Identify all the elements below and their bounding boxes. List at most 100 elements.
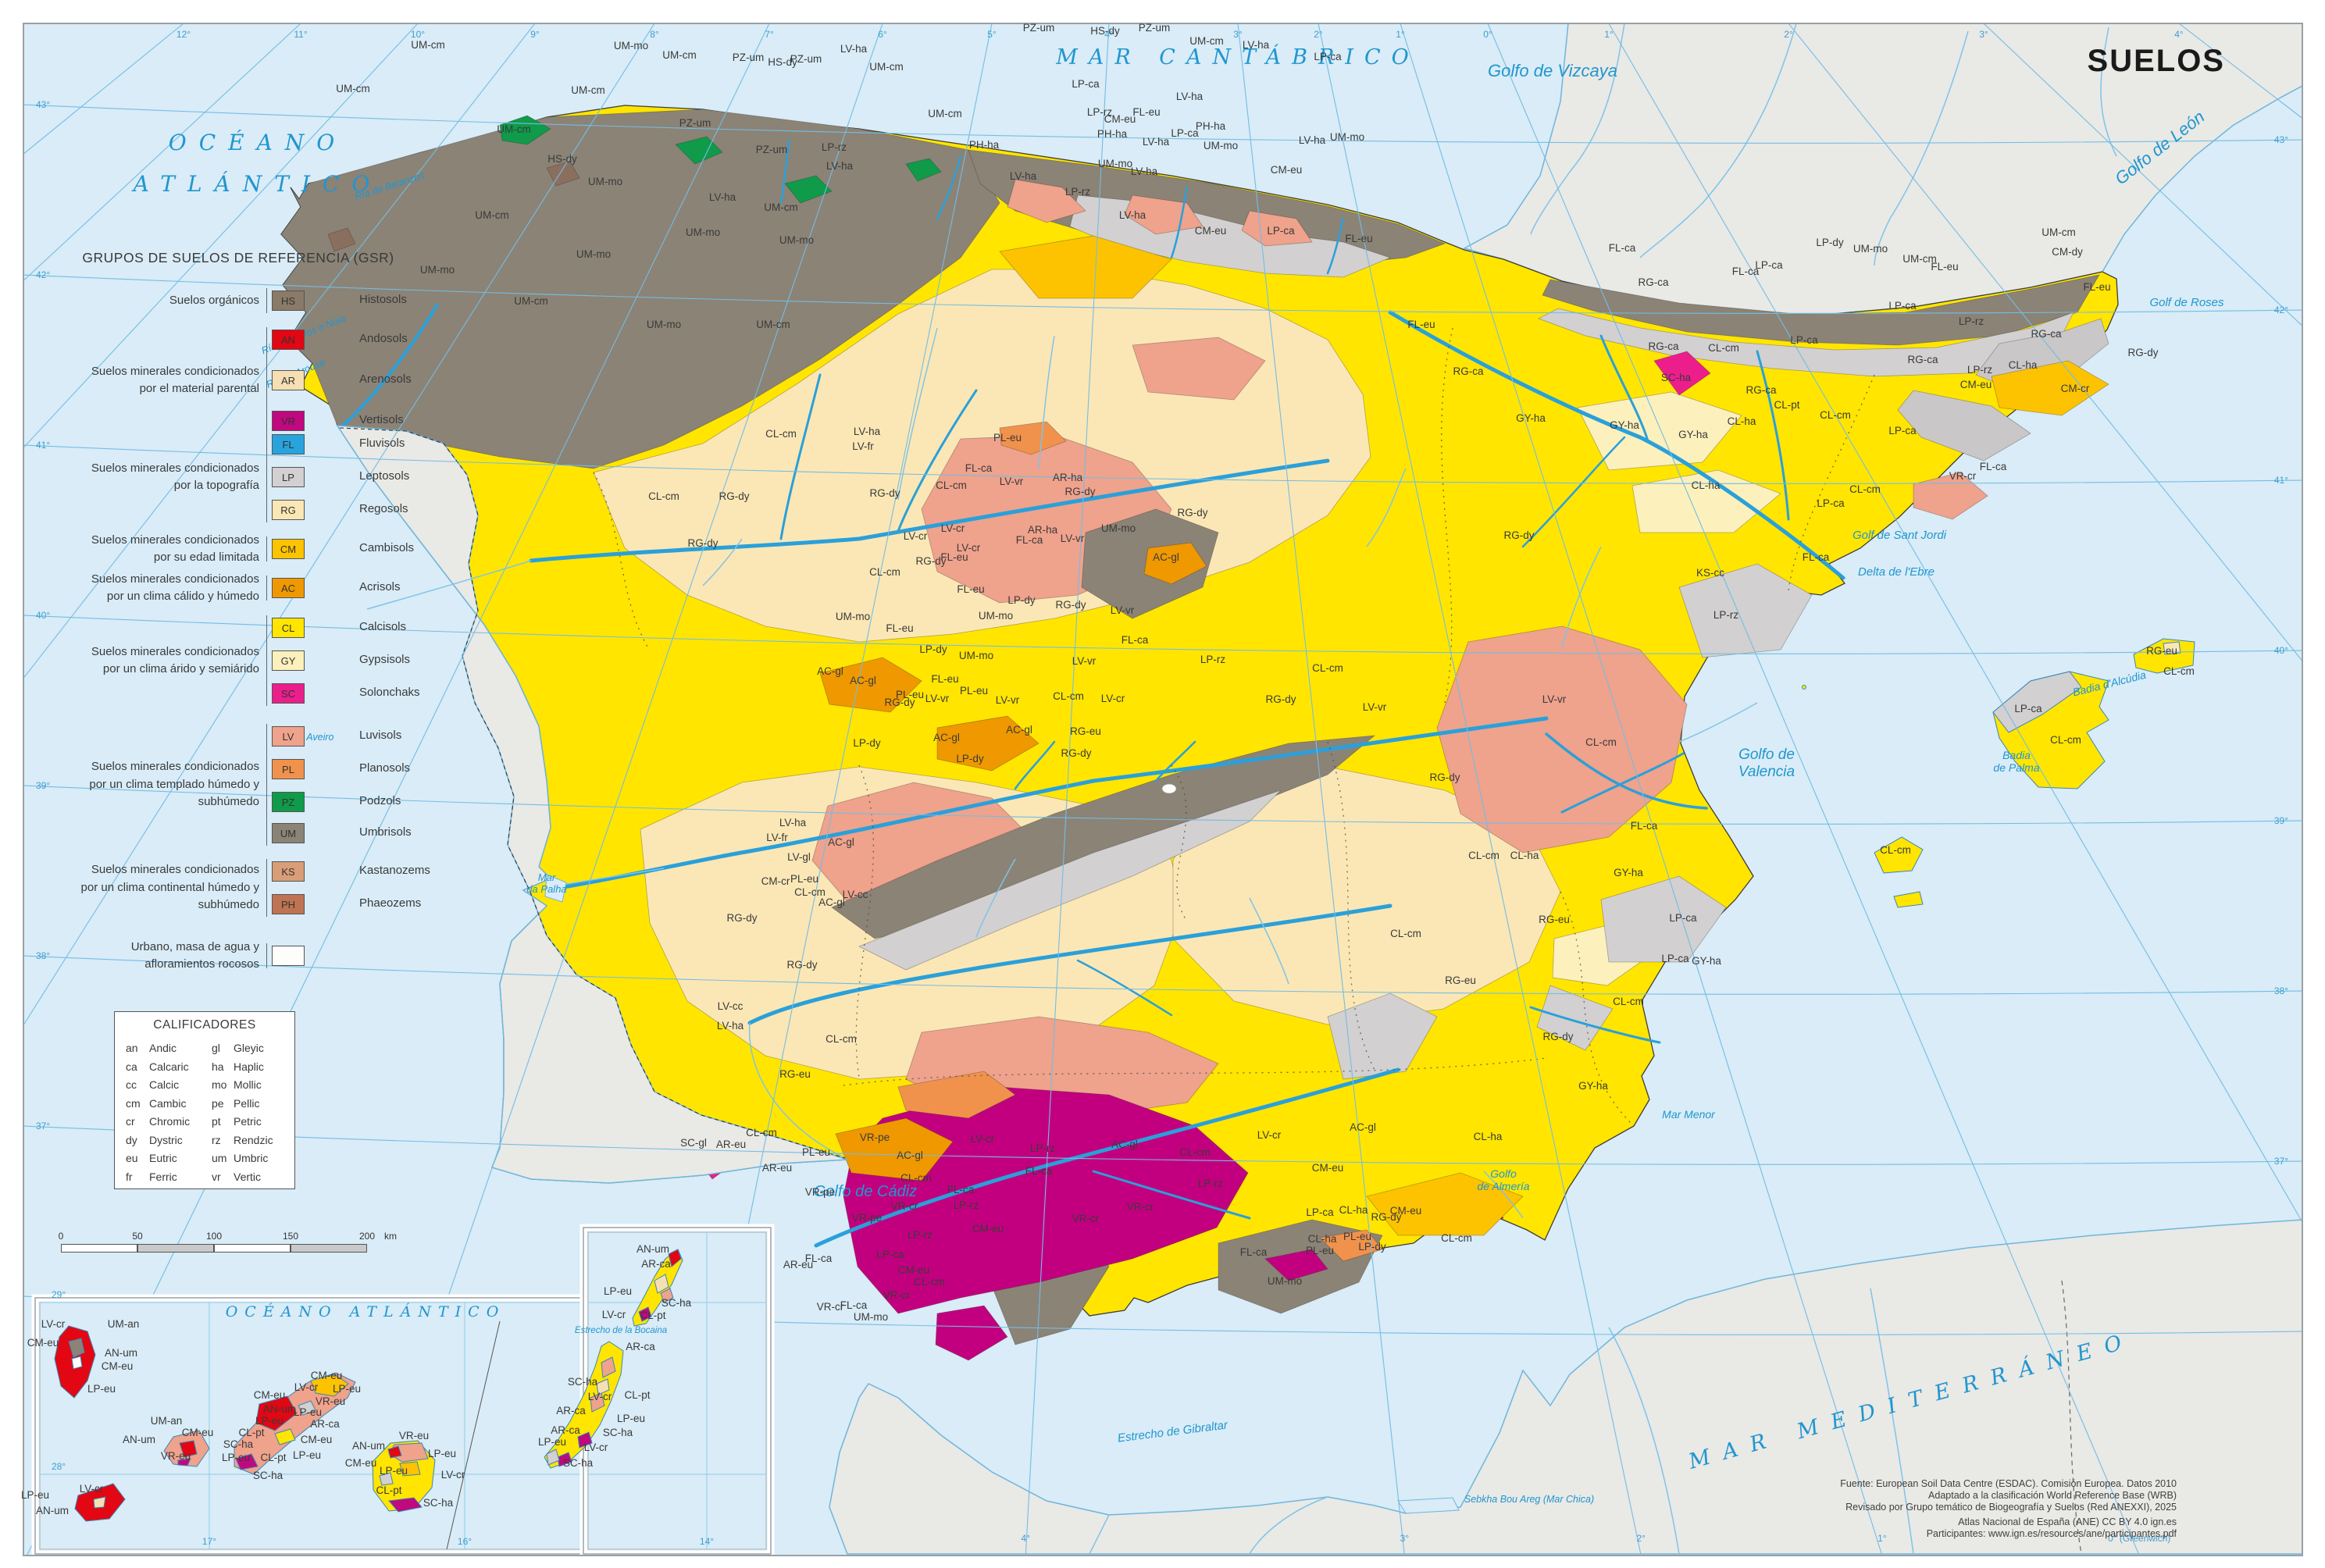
soil-code-label: LV-ha: [779, 817, 807, 829]
soil-code-label: AN-um: [263, 1403, 296, 1415]
soil-code-label: CL-cm: [648, 490, 679, 502]
soil-code-label: AR-ca: [310, 1418, 340, 1430]
graticule-label: 4°: [1104, 29, 1114, 40]
soil-regions: [280, 109, 2109, 1361]
soil-code-label: UM-cm: [336, 83, 370, 94]
soil-code-label: RG-ca: [1907, 354, 1938, 365]
soil-code-label: LP-ca: [1817, 497, 1845, 509]
soil-code-label: VR-cr: [891, 1200, 918, 1212]
soil-code-label: CM-dy: [2052, 246, 2083, 258]
soil-code-label: PH-ha: [1097, 128, 1128, 140]
graticule-line: [24, 785, 2302, 825]
graticule-label: 1°: [1877, 1533, 1887, 1544]
soil-code-label: AC-gl: [828, 836, 854, 848]
soil-code-label: HS-dy: [768, 56, 797, 68]
soil-code-label: CL-cm: [2050, 734, 2081, 746]
soil-code-label: LV-vr: [996, 694, 1020, 706]
soil-code-label: CM-cr: [2061, 383, 2090, 394]
soil-code-label: LP-rz: [1959, 315, 1984, 327]
soil-code-label: LV-vr: [1363, 701, 1387, 713]
soil-code-label: LP-eu: [604, 1285, 632, 1297]
soil-code-label: UM-mo: [1853, 243, 1888, 255]
soil-code-label: FL-ca: [1980, 461, 2007, 472]
soil-code-label: HS-dy: [547, 153, 577, 165]
graticule-label: 17°: [202, 1536, 216, 1547]
soil-code-label: LV-vr: [1111, 604, 1135, 616]
soil-code-label: LP-ca: [1171, 127, 1199, 139]
soil-code-label: CM-cr: [761, 875, 790, 887]
soil-code-label: CM-eu: [1195, 225, 1227, 237]
soil-code-label: RG-dy: [719, 490, 749, 502]
graticule-label: 3°: [1979, 29, 1988, 40]
soil-code-label: FL-eu: [1132, 106, 1160, 118]
soil-code-label: UM-mo: [836, 611, 870, 622]
graticule-line: [24, 24, 301, 281]
soil-code-label: RG-dy: [1371, 1211, 1401, 1223]
soil-code-label: LP-ca: [1314, 51, 1342, 62]
soil-code-label: CM-eu: [1960, 379, 1992, 390]
graticule-label: 1°: [1604, 29, 1614, 40]
soil-code-label: PL-eu: [993, 432, 1022, 444]
soil-code-label: RG-ca: [1638, 276, 1668, 288]
admin-boundaries: [593, 327, 1875, 1125]
soil-code-label: UM-cm: [475, 209, 509, 221]
soil-code-label: FL-ca: [965, 462, 993, 474]
soil-code-label: CL-cm: [1179, 1146, 1211, 1158]
soil-code-label: UM-mo: [1204, 140, 1238, 151]
soil-code-label: LP-eu: [380, 1465, 408, 1477]
soil-code-label: LP-rz: [822, 141, 847, 153]
soil-code-label: AR-ha: [1053, 472, 1083, 483]
soil-code-label: PH-ha: [969, 139, 1000, 151]
soil-code-label: CL-cm: [869, 566, 900, 578]
sea-label: ATLÁNTICO: [131, 171, 383, 197]
soil-code-label: LV-fr: [852, 440, 874, 452]
soil-code-label: LV-vr: [1542, 693, 1567, 705]
africa-landmass: [829, 1219, 2302, 1555]
soil-code-label: FL-ca: [1631, 820, 1658, 832]
soil-code-label: FL-eu: [931, 673, 958, 685]
soil-code-label: PL-eu: [960, 685, 988, 697]
soil-code-label: GY-ha: [1516, 412, 1546, 424]
soil-code-label: RG-eu: [1539, 914, 1570, 925]
soil-code-label: LP-eu: [293, 1449, 321, 1461]
graticule-line: [1237, 24, 1405, 1555]
graticule-label: 38°: [2274, 985, 2288, 996]
soil-code-label: AN-um: [36, 1505, 69, 1516]
graticule-label: 43°: [36, 99, 50, 110]
graticule-label: 41°: [36, 440, 50, 451]
soil-code-label: FL-eu: [940, 551, 968, 563]
graticule-label: 10°: [411, 29, 425, 40]
soil-code-label: CL-pt: [260, 1452, 286, 1463]
soil-code-label: PZ-um: [679, 117, 711, 129]
soil-code-label: CM-eu: [345, 1457, 377, 1469]
soil-code-label: LP-rz: [1967, 364, 1993, 376]
sea-label: Badia de Palma: [1993, 749, 2039, 774]
soil-code-label: CL-ha: [1510, 850, 1539, 861]
soil-code-label: LP-eu: [87, 1383, 116, 1395]
soil-code-label: AN-um: [352, 1440, 385, 1452]
graticule-line: [1400, 24, 1883, 1555]
soil-code-label: AR-eu: [783, 1259, 813, 1270]
soil-code-label: CL-ha: [1308, 1233, 1337, 1245]
soil-code-label: UM-an: [108, 1318, 140, 1330]
soil-code-label: RG-dy: [1503, 529, 1534, 541]
sea-label: Sebkha Bou Areg (Mar Chica): [1464, 1494, 1594, 1505]
soil-code-label: UM-mo: [1098, 158, 1132, 169]
soil-code-label: CM-eu: [254, 1389, 286, 1401]
soil-code-label: PZ-um: [1023, 22, 1055, 34]
soil-code-label: GY-ha: [1614, 867, 1643, 878]
soil-code-label: LP-ca: [1661, 953, 1689, 964]
soil-code-label: UM-mo: [420, 264, 455, 276]
soil-code-label: LP-ca: [2014, 703, 2042, 715]
soil-code-label: CL-cm: [1880, 844, 1911, 856]
soil-code-label: GY-ha: [1578, 1080, 1608, 1092]
graticule-label: 2°: [1636, 1533, 1646, 1544]
soil-code-label: UM-mo: [1268, 1275, 1302, 1287]
soil-code-label: LV-ha: [709, 191, 736, 203]
soil-code-label: UM-mo: [588, 176, 622, 187]
sea-label: Mar da Palha: [526, 871, 566, 895]
soil-code-label: CL-ha: [1692, 479, 1721, 491]
soil-code-label: CM-eu: [1390, 1205, 1422, 1217]
soil-code-label: LV-vr: [1072, 655, 1097, 667]
